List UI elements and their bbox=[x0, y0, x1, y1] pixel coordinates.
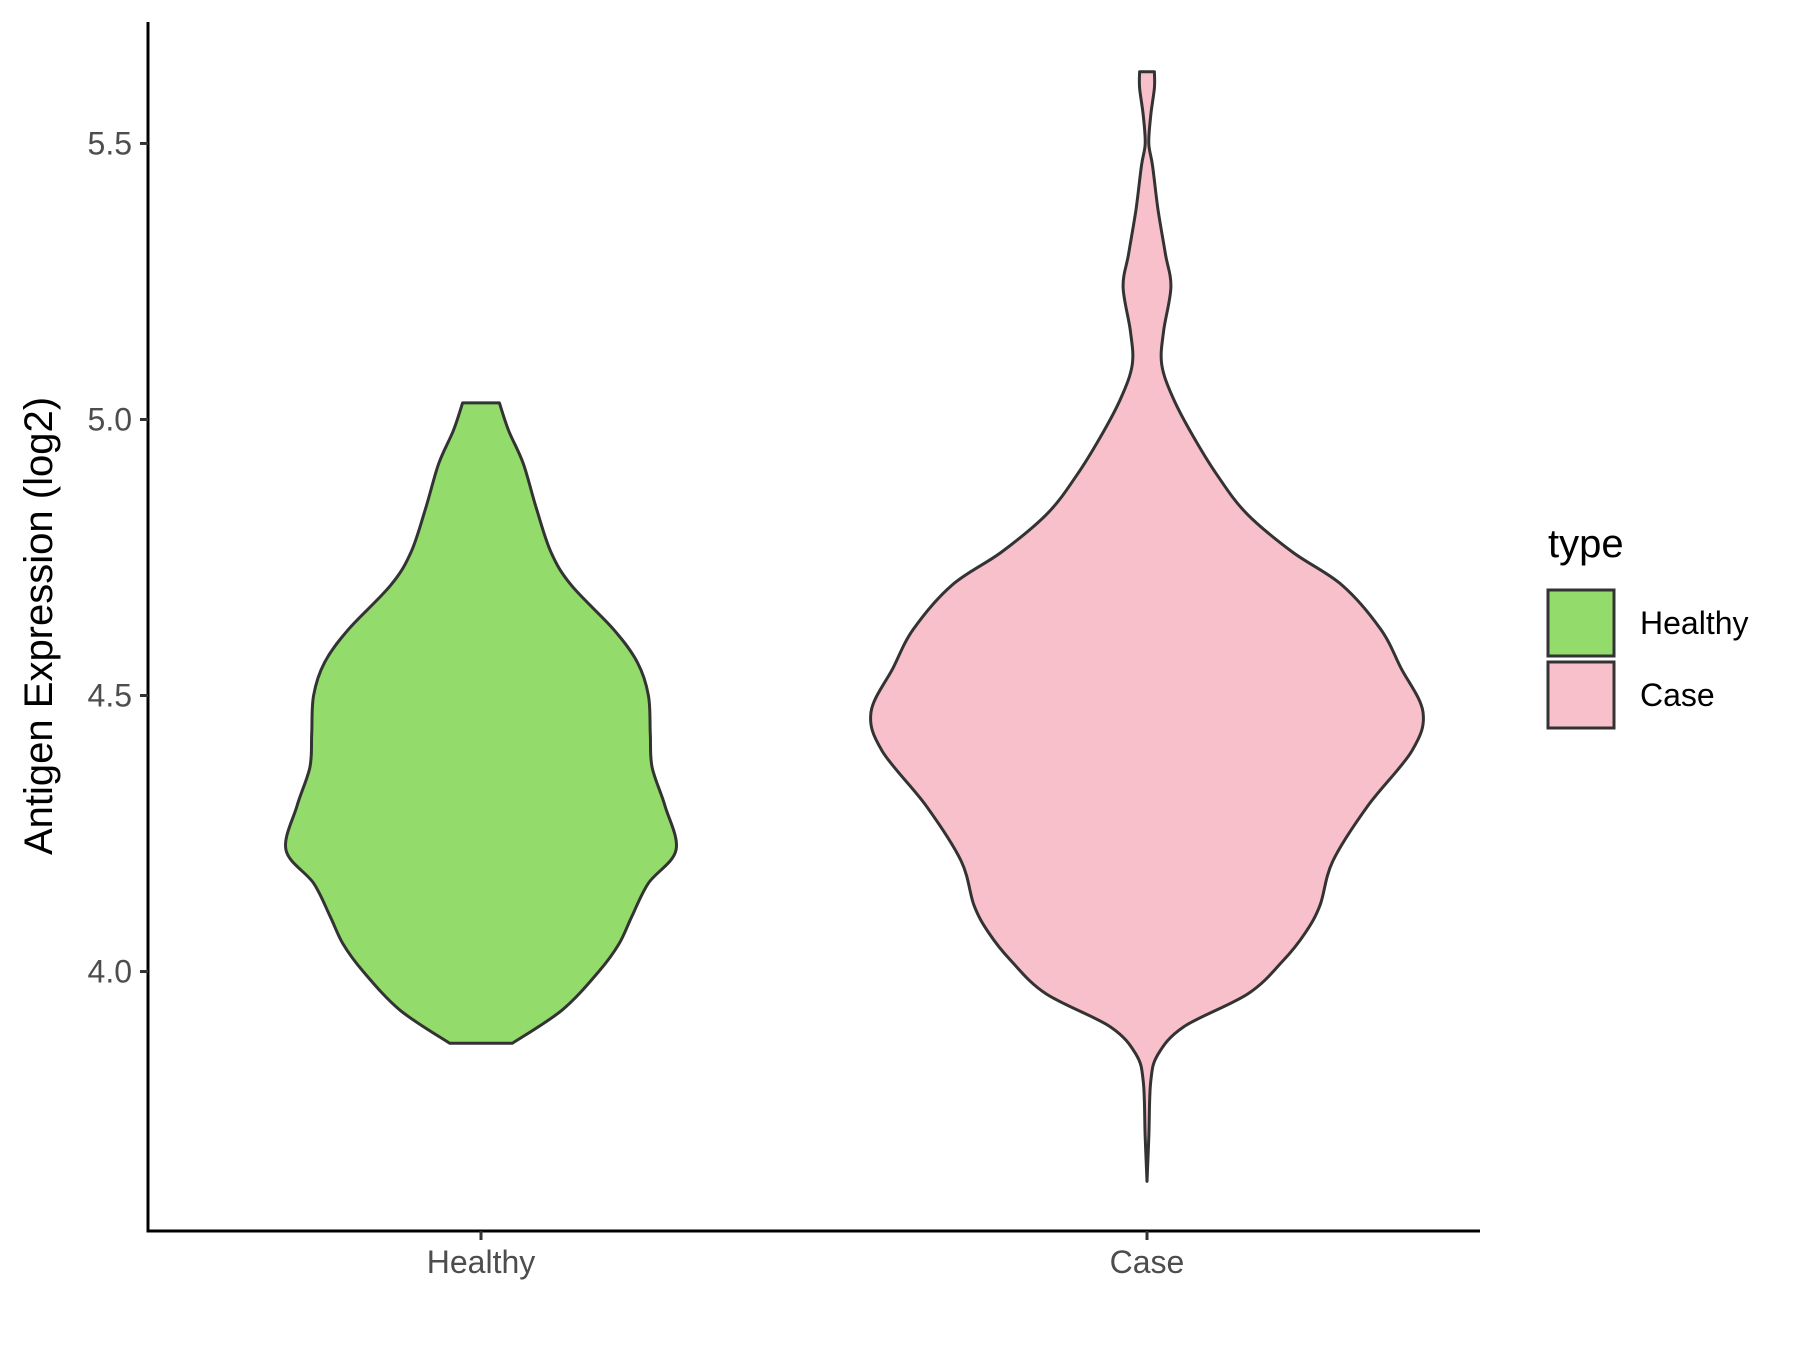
violins bbox=[284, 70, 1425, 1183]
y-axis-title: Antigen Expression (log2) bbox=[17, 397, 61, 855]
y-ticks: 4.0 4.5 5.0 5.5 bbox=[88, 125, 148, 990]
violin-healthy bbox=[284, 401, 678, 1045]
violin-case bbox=[869, 70, 1425, 1183]
y-tick-label: 5.0 bbox=[88, 401, 132, 437]
y-tick-label: 5.5 bbox=[88, 125, 132, 161]
axes: 4.0 4.5 5.0 5.5 Healthy Case bbox=[88, 22, 1480, 1280]
y-tick-label: 4.0 bbox=[88, 954, 132, 990]
legend: type Healthy Case bbox=[1546, 522, 1749, 730]
legend-swatch-case bbox=[1546, 660, 1616, 730]
legend-items: Healthy Case bbox=[1546, 588, 1749, 730]
legend-swatch-healthy bbox=[1546, 588, 1616, 658]
x-tick-label: Case bbox=[1110, 1244, 1185, 1280]
x-ticks: Healthy Case bbox=[427, 1231, 1185, 1280]
legend-label-case: Case bbox=[1640, 677, 1715, 713]
y-tick-label: 4.5 bbox=[88, 678, 132, 714]
x-tick-label: Healthy bbox=[427, 1244, 536, 1280]
legend-label-healthy: Healthy bbox=[1640, 605, 1749, 641]
legend-title: type bbox=[1548, 522, 1624, 566]
